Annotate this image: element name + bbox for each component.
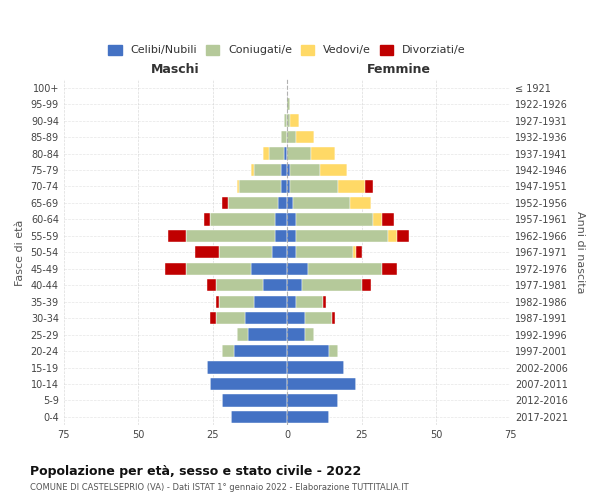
Bar [302, 279, 362, 291]
Bar [287, 148, 311, 160]
Bar [290, 114, 299, 127]
Bar [296, 131, 314, 143]
Bar [329, 345, 338, 357]
Bar [165, 262, 186, 275]
Bar [287, 197, 293, 209]
Bar [287, 131, 296, 143]
Bar [287, 180, 290, 192]
Bar [290, 164, 320, 176]
Bar [221, 394, 287, 406]
Bar [275, 230, 287, 242]
Bar [305, 328, 314, 341]
Bar [287, 312, 305, 324]
Bar [287, 394, 338, 406]
Bar [311, 148, 335, 160]
Bar [287, 345, 329, 357]
Bar [263, 148, 269, 160]
Bar [287, 213, 296, 226]
Text: Maschi: Maschi [151, 63, 200, 76]
Bar [287, 410, 329, 423]
Bar [296, 246, 353, 258]
Bar [287, 362, 344, 374]
Bar [293, 197, 350, 209]
Bar [290, 180, 338, 192]
Bar [287, 164, 290, 176]
Bar [263, 279, 287, 291]
Bar [332, 312, 335, 324]
Bar [353, 246, 356, 258]
Bar [272, 246, 287, 258]
Bar [287, 230, 296, 242]
Bar [284, 148, 287, 160]
Bar [382, 213, 394, 226]
Bar [233, 345, 287, 357]
Bar [356, 246, 362, 258]
Text: Femmine: Femmine [367, 63, 431, 76]
Bar [287, 328, 305, 341]
Bar [195, 246, 218, 258]
Bar [287, 296, 296, 308]
Bar [365, 180, 373, 192]
Bar [227, 197, 278, 209]
Bar [287, 246, 296, 258]
Bar [221, 345, 233, 357]
Bar [210, 312, 215, 324]
Bar [284, 114, 287, 127]
Text: Popolazione per età, sesso e stato civile - 2022: Popolazione per età, sesso e stato civil… [30, 464, 361, 477]
Bar [287, 279, 302, 291]
Bar [296, 230, 388, 242]
Bar [204, 213, 210, 226]
Bar [215, 279, 263, 291]
Bar [296, 213, 373, 226]
Bar [210, 378, 287, 390]
Bar [397, 230, 409, 242]
Bar [236, 180, 239, 192]
Bar [215, 312, 245, 324]
Bar [388, 230, 397, 242]
Bar [221, 197, 227, 209]
Bar [186, 262, 251, 275]
Bar [251, 262, 287, 275]
Bar [275, 213, 287, 226]
Bar [207, 362, 287, 374]
Bar [207, 279, 215, 291]
Bar [323, 296, 326, 308]
Bar [308, 262, 382, 275]
Bar [287, 378, 356, 390]
Bar [362, 279, 371, 291]
Bar [281, 131, 287, 143]
Bar [287, 98, 290, 110]
Bar [239, 180, 281, 192]
Bar [248, 328, 287, 341]
Bar [251, 164, 254, 176]
Bar [350, 197, 371, 209]
Bar [278, 197, 287, 209]
Bar [320, 164, 347, 176]
Legend: Celibi/Nubili, Coniugati/e, Vedovi/e, Divorziati/e: Celibi/Nubili, Coniugati/e, Vedovi/e, Di… [104, 40, 470, 60]
Bar [245, 312, 287, 324]
Bar [254, 296, 287, 308]
Bar [186, 230, 275, 242]
Bar [373, 213, 382, 226]
Bar [338, 180, 365, 192]
Bar [230, 410, 287, 423]
Y-axis label: Fasce di età: Fasce di età [15, 219, 25, 286]
Bar [296, 296, 323, 308]
Bar [281, 164, 287, 176]
Bar [305, 312, 332, 324]
Text: COMUNE DI CASTELSEPRIO (VA) - Dati ISTAT 1° gennaio 2022 - Elaborazione TUTTITAL: COMUNE DI CASTELSEPRIO (VA) - Dati ISTAT… [30, 484, 409, 492]
Bar [218, 246, 272, 258]
Bar [215, 296, 218, 308]
Bar [254, 164, 281, 176]
Bar [269, 148, 284, 160]
Y-axis label: Anni di nascita: Anni di nascita [575, 211, 585, 294]
Bar [287, 114, 290, 127]
Bar [281, 180, 287, 192]
Bar [210, 213, 275, 226]
Bar [382, 262, 397, 275]
Bar [168, 230, 186, 242]
Bar [287, 262, 308, 275]
Bar [218, 296, 254, 308]
Bar [236, 328, 248, 341]
